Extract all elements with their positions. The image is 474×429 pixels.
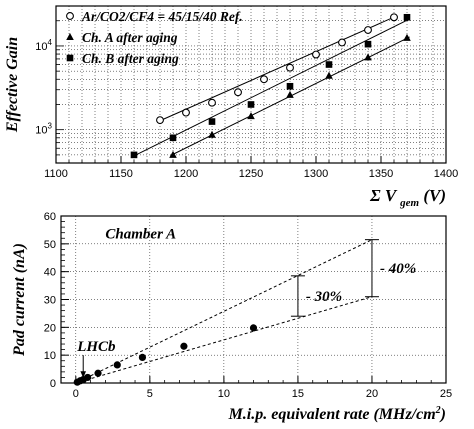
- y-tick-label: 10: [44, 350, 56, 362]
- dashed-trend-line: [75, 296, 373, 384]
- data-point: [390, 13, 398, 22]
- data-point: [325, 71, 333, 79]
- x-tick-label: 20: [366, 388, 378, 400]
- gain-panel: 1100 1150 1200 1250 1300 1350 1400 103 104 Effect…: [4, 5, 458, 209]
- data-point: [312, 50, 320, 59]
- x-tick-label: 25: [440, 388, 452, 400]
- x-tick-label: 1300: [304, 168, 328, 180]
- legend-label: Ch. B after aging: [82, 51, 179, 66]
- data-point: [338, 38, 346, 47]
- y-tick-label: 0: [50, 378, 56, 390]
- data-point: [208, 130, 216, 138]
- y-tick-label: 30: [44, 295, 56, 307]
- series-2: [130, 13, 411, 159]
- data-point: [247, 112, 255, 120]
- drop-40-bracket: - 40%: [364, 239, 416, 298]
- data-point: [169, 150, 177, 158]
- series-1: [169, 33, 411, 158]
- legend-marker: [66, 54, 74, 62]
- data-point: [403, 13, 411, 21]
- drop-40-label: - 40%: [380, 261, 416, 277]
- data-point: [286, 90, 294, 98]
- legend-marker: [66, 12, 74, 20]
- data-point: [364, 26, 372, 34]
- series-0: [156, 13, 398, 125]
- x-tick-label: 15: [292, 388, 304, 400]
- data-point: [249, 324, 258, 332]
- x-axis-label: Σ V gem (V): [369, 186, 446, 209]
- data-point: [182, 108, 190, 117]
- y-tick-label: 103: [35, 122, 52, 137]
- x-tick-label: 1200: [174, 168, 198, 180]
- fit-line: [131, 18, 410, 158]
- series-0: [73, 324, 258, 386]
- x-tick-label: 1400: [434, 168, 458, 180]
- data-point: [138, 353, 147, 361]
- data-point: [286, 63, 294, 72]
- data-point: [260, 75, 268, 84]
- drop-30-label: - 30%: [306, 289, 342, 305]
- data-point: [130, 151, 138, 159]
- y-tick-label: 50: [44, 239, 56, 251]
- legend-marker: [66, 33, 74, 40]
- y-axis-label: Pad current (nA): [11, 243, 28, 357]
- x-tick-label: 0: [73, 388, 79, 400]
- data-point: [156, 116, 164, 125]
- data-point: [180, 342, 188, 350]
- x-tick-label: 1150: [109, 168, 133, 180]
- data-point: [247, 101, 255, 108]
- x-tick-label: 1250: [239, 168, 263, 180]
- data-point: [325, 61, 333, 68]
- data-point: [208, 98, 216, 107]
- series-1: [75, 296, 373, 384]
- data-point: [403, 33, 411, 41]
- drop-30-bracket: - 30%: [290, 275, 342, 317]
- y-tick-label: 40: [44, 267, 56, 279]
- lhcb-label: LHCb: [76, 339, 116, 355]
- current-panel: 0 5 10 15 20 25 0 10 20 30 40 50 60 Pad current (nA) M…: [11, 211, 452, 423]
- y-tick-label: 60: [44, 211, 56, 223]
- legend-label: Ch. A after aging: [82, 30, 178, 45]
- y-tick-label: 20: [44, 322, 56, 334]
- data-point: [234, 88, 242, 97]
- data-point: [113, 361, 121, 369]
- chart-title: Chamber A: [105, 226, 176, 242]
- x-tick-label: 10: [218, 388, 230, 400]
- data-point: [364, 53, 372, 61]
- data-point: [169, 134, 177, 142]
- fit-line: [157, 15, 397, 123]
- legend-label: Ar/CO2/CF4 = 45/15/40 Ref.: [81, 9, 243, 24]
- x-tick-label: 5: [147, 388, 153, 400]
- x-axis-label: M.i.p. equivalent rate (MHz/cm2): [228, 405, 446, 423]
- data-point: [286, 82, 294, 90]
- y-axis-label: Effective Gain: [4, 37, 21, 133]
- y-tick-label: 104: [35, 38, 52, 53]
- data-point: [94, 369, 102, 377]
- x-tick-label: 1100: [44, 168, 68, 180]
- x-tick-label: 1350: [369, 168, 393, 180]
- data-point: [208, 118, 216, 125]
- data-point: [364, 40, 372, 48]
- lhcb-arrow-head: [80, 371, 87, 378]
